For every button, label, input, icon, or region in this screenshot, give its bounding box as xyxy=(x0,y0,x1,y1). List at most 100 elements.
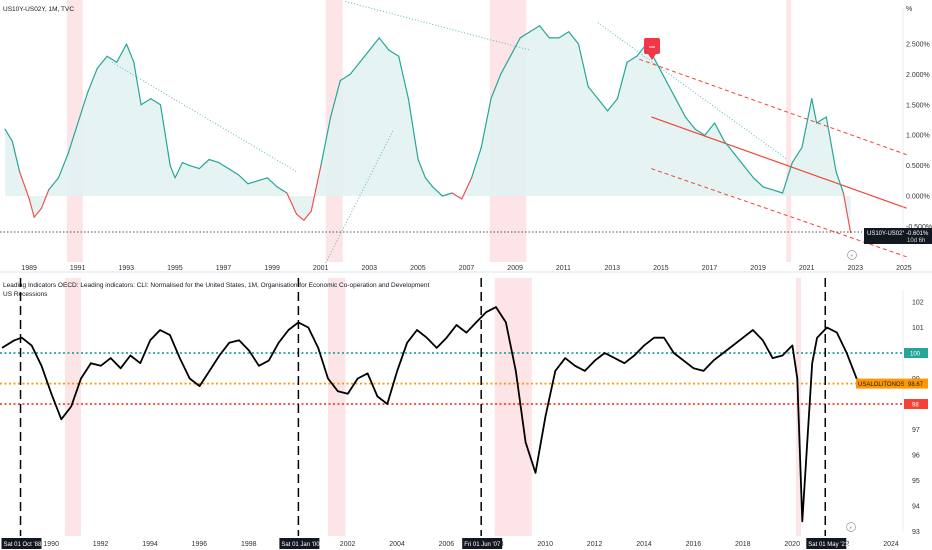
date-flag: Fri 01 Jun '07 xyxy=(464,542,501,548)
x-tick-label: 1989 xyxy=(21,265,37,272)
value-box xyxy=(904,378,928,389)
level-tag-98: 98 xyxy=(912,403,919,409)
price-value-box xyxy=(904,228,932,244)
spread-segment xyxy=(441,192,453,197)
spread-segment xyxy=(791,146,803,164)
spread-segment xyxy=(597,98,609,112)
channel-upper-line xyxy=(639,58,907,156)
bottom-recession-bands xyxy=(64,278,802,536)
x-tick-label: 1995 xyxy=(167,265,183,272)
spread-segment xyxy=(743,165,755,179)
price-tag-box[interactable] xyxy=(864,228,904,244)
indicator-title: Leading Indicators OECD: Leading indicat… xyxy=(3,282,430,289)
spread-segment xyxy=(407,98,419,161)
x-tick-label: 1991 xyxy=(70,265,86,272)
spread-segment xyxy=(169,165,176,179)
spread-segment xyxy=(781,162,793,194)
level-tag-100-box xyxy=(904,348,928,358)
spread-segment xyxy=(40,189,50,209)
spread-series xyxy=(4,25,852,234)
replay-icon[interactable]: ⚡ xyxy=(846,522,856,532)
spread-segment xyxy=(509,37,521,57)
spread-segment xyxy=(388,49,400,57)
spread-segment xyxy=(811,98,818,124)
x-tick-label: 2005 xyxy=(410,265,426,272)
x-tick-label: 2012 xyxy=(587,541,603,548)
x-tick-label: 2003 xyxy=(362,265,378,272)
spread-segment xyxy=(133,61,142,106)
x-tick-label: 1990 xyxy=(43,541,59,548)
date-flag: Sat 01 Oct '88 xyxy=(4,542,42,548)
x-tick-label: 1999 xyxy=(264,265,280,272)
x-tick-label: 2021 xyxy=(799,265,815,272)
value-tag: 98.67 xyxy=(908,382,924,388)
price-tag-value: -0.601% xyxy=(906,231,929,237)
spread-segment xyxy=(150,98,162,106)
top-axis-ticks: 2.500% 2.000% 1.500% 1.000% 0.500% 0.000% -0.5… xyxy=(906,42,932,231)
spread-segment xyxy=(704,122,716,136)
spread-segment xyxy=(568,31,580,45)
spread-segment xyxy=(432,186,443,197)
spread-segment xyxy=(398,55,409,100)
y-tick-label: 95 xyxy=(912,478,920,485)
spread-segment xyxy=(378,37,390,51)
recession-band xyxy=(328,278,346,536)
replay-icon[interactable]: ⚡ xyxy=(847,250,857,260)
spread-segment xyxy=(303,210,312,221)
dotted-trendline xyxy=(325,128,395,264)
x-tick-label: 2006 xyxy=(439,541,455,548)
spread-segment xyxy=(815,116,827,124)
x-tick-label: 2025 xyxy=(896,265,912,272)
down-arrow-flag-icon[interactable] xyxy=(644,38,660,60)
y-tick-label: 97 xyxy=(912,427,920,434)
x-tick-label: 1993 xyxy=(119,265,135,272)
y-tick-label: 96 xyxy=(912,453,920,460)
symbol-header: US10Y-US02Y, 1M, TVC xyxy=(3,6,74,13)
y-tick-label: 1.500% xyxy=(906,102,930,109)
x-tick-label: 2024 xyxy=(883,541,899,548)
spread-segment xyxy=(28,198,35,218)
spread-segment xyxy=(237,174,249,185)
spread-segment xyxy=(733,152,745,167)
spread-segment xyxy=(208,158,220,164)
spread-segment xyxy=(490,73,502,100)
recession-band xyxy=(64,278,82,536)
spread-segment xyxy=(4,128,13,142)
spread-segment xyxy=(320,116,332,167)
x-tick-label: 1996 xyxy=(192,541,208,548)
spread-segment xyxy=(140,98,152,106)
top-axis-unit: % xyxy=(906,6,912,13)
x-tick-label: 1994 xyxy=(142,541,158,548)
spread-segment xyxy=(752,177,764,188)
spread-segment xyxy=(19,171,30,200)
value-name-box xyxy=(856,378,904,389)
price-tag-name: US10Y-US02Y xyxy=(867,231,906,237)
spread-segment xyxy=(616,61,628,100)
spread-segment xyxy=(174,162,183,179)
spread-segment xyxy=(228,168,239,176)
spread-segment xyxy=(480,98,492,148)
spread-segment xyxy=(77,91,89,124)
x-tick-label: 2017 xyxy=(702,265,718,272)
spread-segment xyxy=(86,67,98,94)
spread-segment xyxy=(500,55,511,76)
x-tick-label: 2020 xyxy=(784,541,800,548)
spread-segment xyxy=(359,49,371,63)
spread-segment xyxy=(67,122,79,154)
x-tick-label: 2010 xyxy=(537,541,553,548)
spread-segment xyxy=(626,55,638,63)
x-tick-label: 2004 xyxy=(389,541,405,548)
spread-segment xyxy=(842,192,852,234)
spread-segment xyxy=(801,98,813,148)
spread-segment xyxy=(675,98,687,118)
x-tick-label: 2013 xyxy=(605,265,621,272)
date-flags: Sat 01 Oct '88 Sat 01 Jan '00 Fri 01 Jun '… xyxy=(1,538,849,549)
spread-segment xyxy=(349,61,361,76)
price-tag-sub: 10d 6h xyxy=(907,238,925,244)
spread-segment xyxy=(538,25,550,39)
spread-segment xyxy=(181,162,191,167)
spread-segment xyxy=(835,171,845,194)
spread-segment xyxy=(57,152,69,179)
value-name: USALOLITONOSTSAM xyxy=(858,382,921,388)
